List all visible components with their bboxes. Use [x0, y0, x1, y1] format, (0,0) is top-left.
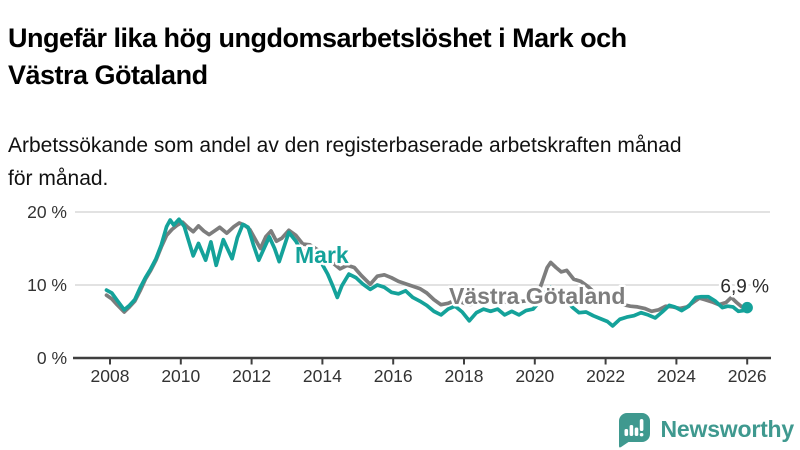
x-tick-label: 2018 [445, 366, 484, 386]
brand-name: Newsworthy [660, 416, 795, 442]
x-tick-label: 2008 [91, 366, 130, 386]
speech-bubble-shape [618, 413, 650, 448]
last-value-annotation: 6,9 % [720, 277, 769, 298]
bar-chart-glyph [624, 419, 643, 437]
x-tick-label: 2022 [586, 366, 625, 386]
chart-title: Ungefär lika hög ungdomsarbetslöshet i M… [8, 23, 627, 91]
gridlines [75, 211, 770, 286]
chart-subtitle: Arbetssökande som andel av den registerb… [8, 134, 682, 190]
newsworthy-logo-icon [618, 413, 650, 448]
series-label-mark: Mark [295, 242, 349, 268]
x-tick-label: 2016 [374, 366, 413, 386]
series-line-mark [104, 217, 750, 328]
x-axis-ticks: 2008 2010 2012 2014 2016 2018 2020 2022 2024 2026 [91, 358, 767, 386]
y-tick-label: 20 % [27, 202, 67, 222]
last-value-dot [741, 301, 753, 314]
x-tick-label: 2012 [232, 366, 271, 386]
brand-footer: Newsworthy [616, 411, 794, 448]
y-axis-labels: 0 % 10 % 20 % [27, 202, 67, 368]
series-lines [104, 217, 750, 328]
y-tick-label: 0 % [37, 348, 67, 368]
x-tick-label: 2014 [303, 366, 342, 386]
x-tick-label: 2024 [657, 366, 696, 386]
y-tick-label: 10 % [27, 275, 67, 295]
x-tick-label: 2020 [515, 366, 554, 386]
series-label-vastra-gotaland: Västra Götaland [449, 283, 625, 309]
exclamation-dot [639, 433, 643, 437]
x-tick-label: 2026 [728, 366, 767, 386]
exclamation-bar [639, 419, 643, 431]
x-tick-label: 2010 [161, 366, 200, 386]
series-line-västra-götaland [104, 220, 750, 314]
